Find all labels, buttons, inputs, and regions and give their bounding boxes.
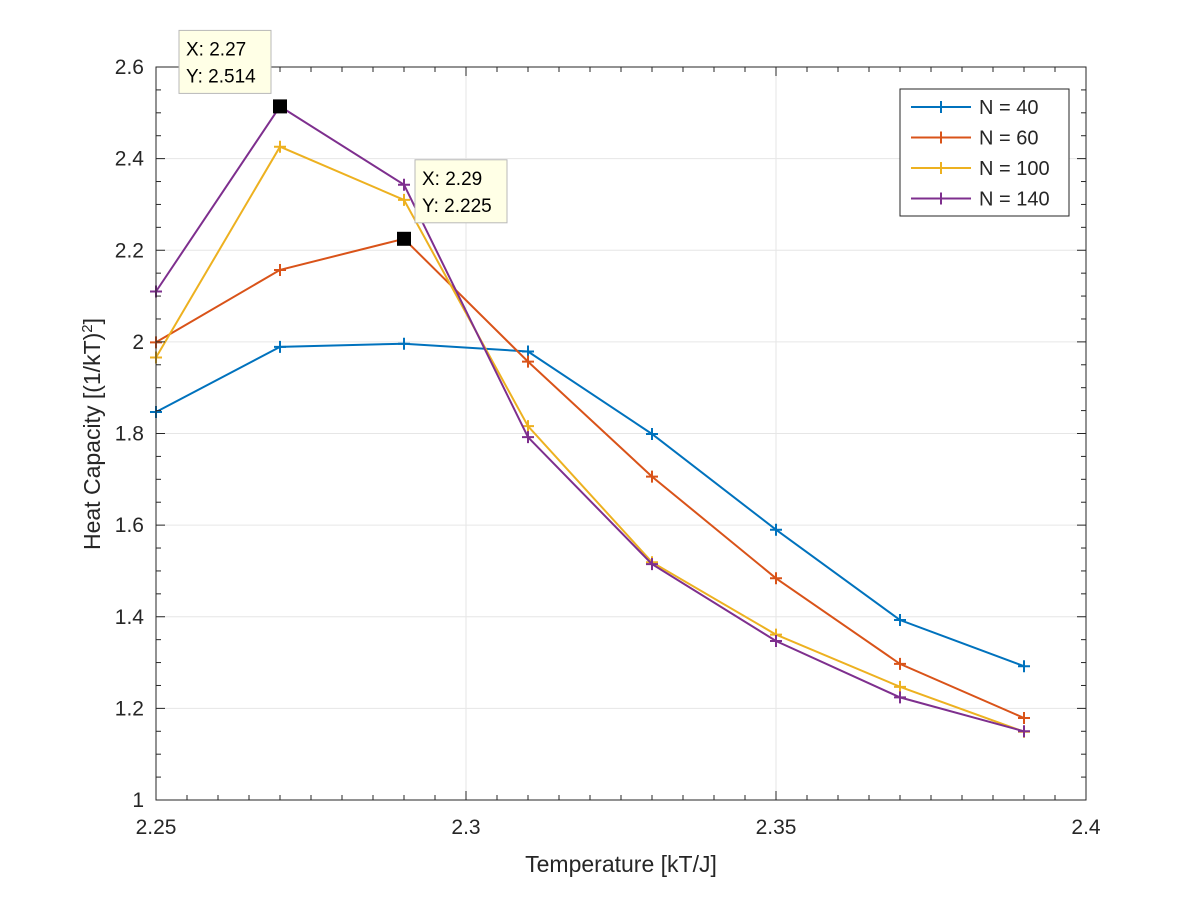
x-axis-label: Temperature [kT/J] — [525, 851, 717, 877]
data-point-marker — [894, 657, 906, 670]
data-point-marker — [522, 355, 534, 368]
legend: N = 40 N = 60 N = 100 N = 140 — [899, 88, 1070, 217]
datatip-marker — [273, 99, 287, 114]
series-line — [155, 237, 1025, 719]
datatip-y-text: Y: 2.514 — [186, 66, 256, 87]
data-point-marker — [646, 470, 658, 483]
datatip-box — [178, 29, 272, 94]
y-tick-label: 2 — [132, 331, 144, 354]
data-point-marker — [522, 431, 534, 444]
data-point-marker — [1018, 725, 1030, 738]
data-point-marker — [770, 523, 782, 536]
x-tick-label: 2.25 — [136, 816, 177, 839]
data-point-marker — [274, 263, 286, 276]
y-tick-label: 1.4 — [115, 606, 145, 629]
series-line — [155, 342, 1025, 668]
y-tick-label: 1.8 — [115, 423, 144, 446]
legend-label: N = 140 — [979, 189, 1050, 211]
data-point-marker — [1018, 711, 1030, 724]
y-tick-label: 2.4 — [115, 148, 145, 171]
legend-marker-swatch — [935, 192, 947, 205]
y-tick-label: 2.6 — [115, 56, 144, 79]
data-point-marker — [894, 691, 906, 704]
data-point-marker — [770, 572, 782, 585]
x-tick-label: 2.4 — [1071, 816, 1101, 839]
data-point-marker — [646, 558, 658, 571]
data-point-marker — [770, 635, 782, 648]
series-line — [155, 105, 1025, 733]
y-axis-label: Heat Capacity [(1/kT)2] — [79, 318, 106, 550]
y-tick-label: 1.2 — [115, 697, 144, 720]
legend-marker-swatch — [935, 101, 947, 113]
data-point-marker — [1018, 660, 1030, 673]
y-tick-label: 2.2 — [115, 239, 144, 262]
x-tick-label: 2.35 — [756, 816, 797, 839]
series-line — [155, 145, 1025, 733]
data-point-marker — [522, 420, 534, 433]
data-point-marker — [398, 193, 410, 206]
y-tick-label: 1.6 — [115, 514, 144, 537]
grid — [156, 67, 1086, 800]
datatip-y-text: Y: 2.225 — [422, 196, 492, 217]
legend-label: N = 100 — [979, 158, 1050, 180]
tick-labels: 2.25 2.3 2.35 2.4 1 1.2 1.4 1.6 1.8 2 2.2 2.4 2.6 — [115, 56, 1101, 839]
legend-label: N = 40 — [979, 97, 1038, 119]
data-point-marker — [274, 340, 286, 353]
series-lines — [150, 100, 1030, 738]
data-point-marker — [274, 140, 286, 153]
legend-label: N = 60 — [979, 128, 1038, 150]
x-tick-label: 2.3 — [451, 816, 480, 839]
y-tick-label: 1 — [132, 789, 144, 812]
datatip-x-text: X: 2.29 — [422, 169, 482, 190]
data-point-marker — [522, 345, 534, 358]
legend-marker-swatch — [935, 162, 947, 174]
data-point-marker — [894, 680, 906, 693]
legend-box — [899, 88, 1070, 217]
legend-marker-swatch — [935, 131, 947, 144]
data-point-marker — [894, 613, 906, 626]
data-point-marker — [398, 178, 410, 191]
data-point-marker — [646, 427, 658, 440]
data-point-marker — [398, 337, 410, 350]
axes — [155, 66, 1087, 801]
datatip-marker — [397, 231, 411, 246]
datatip-x-text: X: 2.27 — [186, 39, 246, 60]
datatip-box — [414, 159, 508, 224]
datatips: X: 2.27 Y: 2.514 X: 2.29 Y: 2.225 — [178, 29, 508, 246]
